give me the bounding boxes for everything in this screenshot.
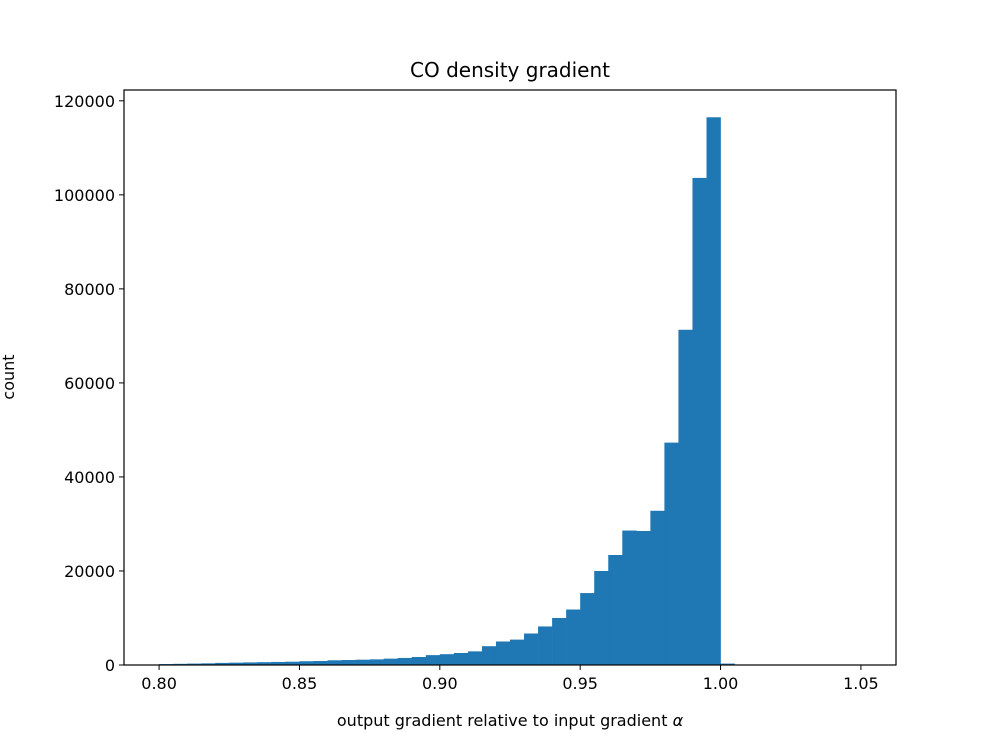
x-tick-label: 0.95: [562, 674, 598, 693]
histogram-bar: [397, 657, 413, 665]
histogram-bar: [187, 663, 202, 665]
histogram-bar: [692, 177, 707, 665]
histogram-bar: [580, 593, 595, 665]
histogram-bar: [201, 663, 216, 665]
histogram-bar: [327, 660, 342, 665]
histogram-bar: [369, 659, 384, 665]
histogram-bar: [594, 570, 609, 665]
chart-title: CO density gradient: [410, 58, 610, 82]
histogram-bar: [608, 554, 623, 665]
y-tick-label: 80000: [64, 280, 115, 299]
histogram-bar: [566, 609, 581, 665]
histogram-bar: [552, 617, 567, 665]
histogram-bar: [524, 633, 539, 665]
x-tick-label: 0.90: [422, 674, 458, 693]
histogram-bar: [215, 662, 230, 665]
histogram-bar: [243, 662, 258, 665]
histogram-bar: [720, 663, 735, 665]
histogram-bar: [355, 659, 370, 665]
y-tick-label: 0: [105, 656, 115, 675]
histogram-bar: [439, 654, 455, 665]
histogram-bar: [650, 510, 665, 665]
histogram-bar: [257, 662, 272, 665]
y-axis-ticks: 0 20000 40000 60000 80000 100000 120000: [54, 92, 124, 675]
y-tick-label: 120000: [54, 92, 115, 111]
x-axis-label: output gradient relative to input gradie…: [337, 711, 684, 730]
histogram-bar: [510, 639, 525, 665]
histogram-bar: [229, 662, 244, 665]
histogram-bar: [467, 651, 483, 665]
histogram-bar: [495, 641, 511, 665]
histogram-bar: [313, 661, 328, 665]
y-axis-label: count: [0, 354, 18, 399]
histogram-bar: [453, 653, 469, 665]
bars-group: [159, 117, 735, 665]
histogram-bar: [481, 646, 497, 665]
histogram-bar: [622, 530, 637, 665]
histogram-bar: [538, 626, 553, 665]
y-tick-label: 20000: [64, 562, 115, 581]
y-tick-label: 60000: [64, 374, 115, 393]
histogram-bar: [271, 661, 286, 665]
y-tick-label: 100000: [54, 186, 115, 205]
x-tick-label: 0.85: [282, 674, 318, 693]
histogram-bar: [299, 661, 314, 665]
x-tick-label: 1.05: [843, 674, 879, 693]
histogram-bar: [664, 442, 679, 665]
histogram-bar: [678, 329, 693, 665]
histogram-bar: [706, 117, 721, 665]
histogram-bar: [411, 657, 427, 665]
histogram-bar: [636, 531, 651, 665]
x-axis-label-symbol: α: [673, 711, 684, 730]
y-tick-label: 40000: [64, 468, 115, 487]
histogram-bar: [341, 660, 356, 665]
x-axis-ticks: 0.80 0.85 0.90 0.95 1.00 1.05: [141, 665, 879, 693]
histogram-bar: [383, 658, 399, 665]
plot-frame: [123, 89, 897, 666]
histogram-bar: [425, 655, 441, 665]
x-tick-label: 0.80: [141, 674, 177, 693]
x-tick-label: 1.00: [703, 674, 739, 693]
histogram-bar: [285, 661, 300, 665]
x-axis-label-text: output gradient relative to input gradie…: [337, 711, 668, 730]
